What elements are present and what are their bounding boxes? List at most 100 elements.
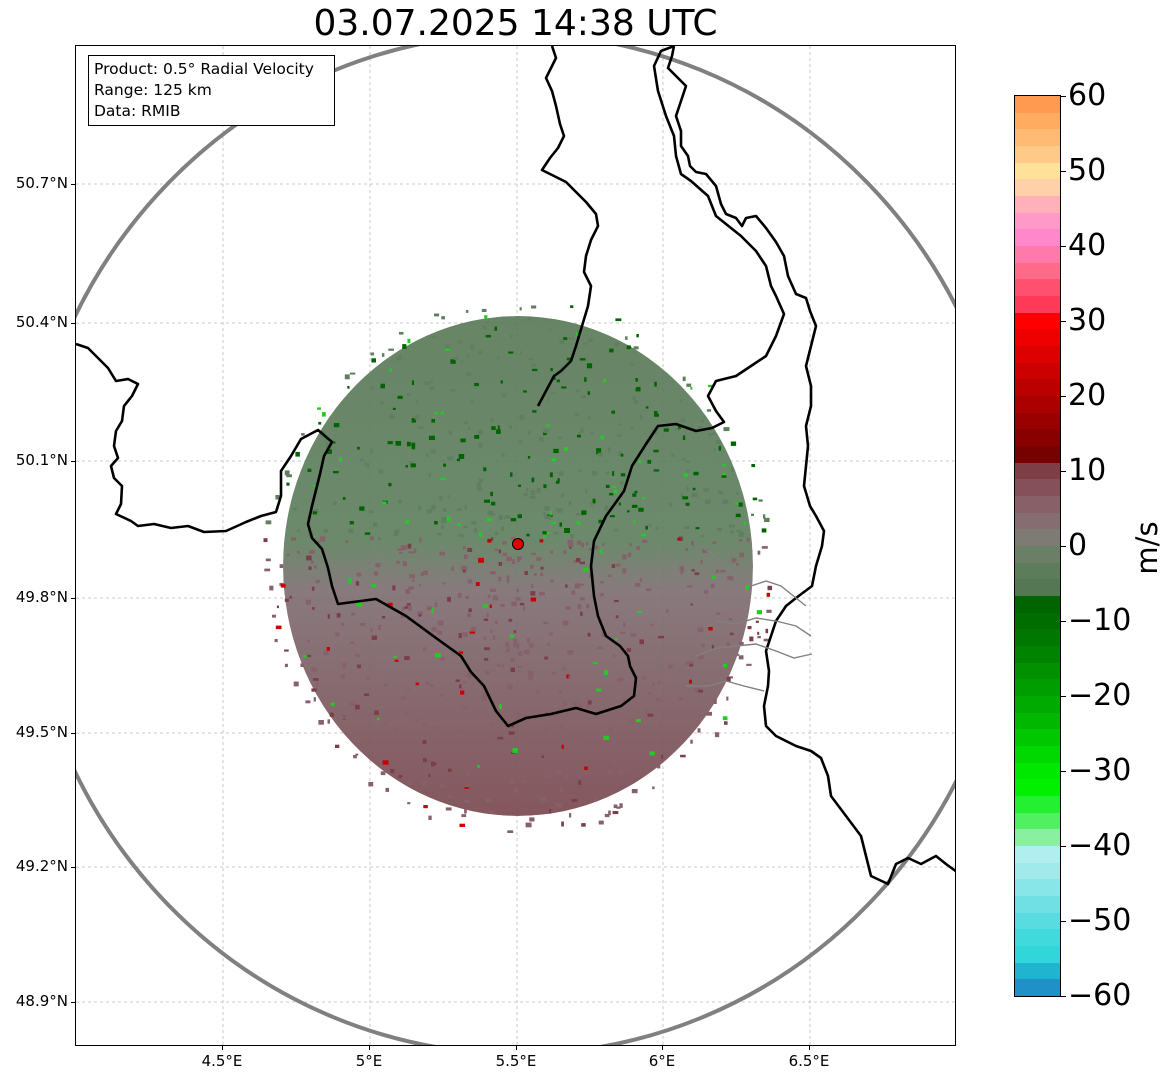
colorbar-tick-label: 60	[1068, 78, 1107, 113]
velocity-pixel	[272, 614, 276, 618]
velocity-pixel	[523, 390, 527, 393]
velocity-pixel	[381, 353, 385, 357]
velocity-pixel	[409, 461, 413, 466]
velocity-pixel	[605, 484, 610, 488]
velocity-pixel	[543, 621, 549, 624]
velocity-pixel	[434, 602, 438, 607]
velocity-pixel	[597, 646, 603, 649]
velocity-pixel	[677, 697, 683, 701]
velocity-pixel	[711, 645, 714, 649]
velocity-pixel	[426, 763, 432, 769]
velocity-pixel	[301, 433, 305, 436]
velocity-pixel	[730, 466, 734, 472]
velocity-pixel	[463, 799, 470, 803]
velocity-pixel	[311, 667, 318, 673]
velocity-pixel	[434, 653, 441, 658]
velocity-pixel	[642, 496, 645, 500]
velocity-pixel	[689, 679, 692, 684]
velocity-pixel	[529, 643, 534, 648]
velocity-pixel	[512, 748, 518, 754]
velocity-pixel	[575, 735, 580, 741]
y-tick-label: 50.1°N	[15, 451, 68, 469]
velocity-pixel	[374, 710, 379, 715]
velocity-pixel	[585, 542, 589, 546]
velocity-pixel	[462, 706, 467, 709]
colorbar-segment	[1015, 679, 1060, 697]
velocity-pixel	[490, 629, 493, 633]
velocity-pixel	[432, 336, 437, 338]
velocity-pixel	[467, 579, 473, 584]
colorbar-tick-mark	[1061, 771, 1066, 772]
velocity-pixel	[434, 762, 437, 765]
velocity-pixel	[595, 545, 598, 550]
velocity-pixel	[287, 553, 290, 556]
velocity-pixel	[618, 423, 622, 426]
velocity-pixel	[527, 430, 531, 435]
velocity-pixel	[422, 739, 427, 744]
velocity-pixel	[599, 549, 603, 553]
velocity-pixel	[679, 399, 683, 403]
velocity-pixel	[603, 378, 607, 383]
velocity-pixel	[578, 583, 584, 586]
colorbar-segment	[1015, 612, 1060, 630]
velocity-pixel	[584, 377, 587, 382]
velocity-pixel	[522, 780, 526, 784]
velocity-pixel	[639, 578, 642, 582]
velocity-pixel	[506, 556, 512, 562]
velocity-pixel	[561, 493, 564, 498]
velocity-pixel	[636, 546, 640, 550]
velocity-pixel	[626, 345, 631, 350]
velocity-pixel	[511, 601, 517, 607]
velocity-pixel	[555, 771, 562, 775]
velocity-pixel	[631, 789, 638, 794]
velocity-pixel	[382, 760, 389, 765]
velocity-pixel	[584, 766, 588, 770]
velocity-pixel	[751, 464, 756, 468]
velocity-pixel	[439, 496, 443, 501]
velocity-pixel	[513, 638, 517, 644]
velocity-pixel	[370, 628, 373, 633]
velocity-pixel	[431, 419, 435, 423]
velocity-pixel	[464, 554, 468, 560]
y-tick-mark	[71, 733, 75, 734]
velocity-pixel	[318, 720, 324, 725]
velocity-pixel	[265, 520, 272, 525]
velocity-pixel	[724, 721, 728, 725]
velocity-pixel	[713, 699, 717, 704]
velocity-pixel	[399, 354, 402, 360]
velocity-pixel	[307, 654, 312, 658]
velocity-pixel	[510, 472, 513, 477]
colorbar	[1014, 95, 1061, 997]
velocity-pixel	[443, 463, 446, 467]
velocity-pixel	[528, 317, 533, 321]
velocity-pixel	[498, 562, 502, 566]
velocity-pixel	[636, 334, 639, 338]
velocity-pixel	[574, 583, 581, 589]
radar-map[interactable]	[75, 45, 956, 1046]
velocity-pixel	[492, 598, 499, 601]
colorbar-tick-mark	[1061, 846, 1066, 847]
velocity-pixel	[683, 473, 689, 477]
velocity-pixel	[737, 653, 740, 656]
velocity-pixel	[417, 426, 424, 429]
velocity-pixel	[315, 579, 320, 583]
velocity-pixel	[392, 407, 396, 410]
x-tick-label: 6.5°E	[788, 1052, 830, 1070]
velocity-pixel	[300, 663, 304, 667]
velocity-pixel	[705, 499, 710, 504]
velocity-pixel	[403, 711, 408, 714]
velocity-pixel	[489, 604, 492, 608]
velocity-pixel	[603, 670, 609, 675]
velocity-pixel	[611, 410, 616, 414]
velocity-pixel	[715, 569, 719, 573]
velocity-pixel	[458, 454, 465, 459]
velocity-pixel	[487, 594, 491, 598]
velocity-pixel	[558, 724, 565, 729]
velocity-pixel	[279, 564, 283, 568]
velocity-pixel	[347, 385, 350, 389]
velocity-pixel	[430, 449, 436, 454]
velocity-pixel	[543, 535, 546, 538]
velocity-pixel	[284, 649, 289, 652]
velocity-pixel	[593, 798, 597, 801]
velocity-pixel	[395, 441, 402, 446]
